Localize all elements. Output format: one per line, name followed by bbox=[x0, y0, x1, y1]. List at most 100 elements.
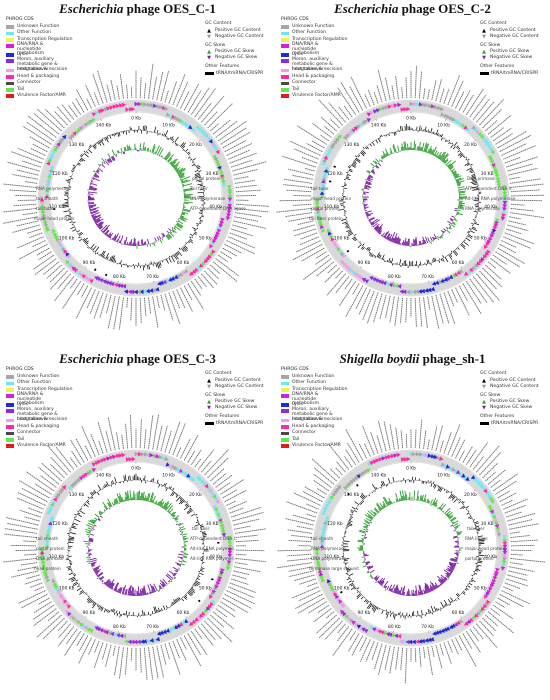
gene-label-mark bbox=[26, 228, 42, 234]
gc-content-bar bbox=[110, 484, 112, 487]
gc-content-bar bbox=[356, 589, 358, 592]
gc-skew-bar bbox=[141, 238, 144, 246]
gc-skew-bar bbox=[450, 168, 456, 172]
cds-arrow bbox=[218, 573, 224, 578]
gc-content-bar bbox=[198, 180, 202, 183]
gene-label-mark bbox=[71, 450, 82, 465]
cds-arrow bbox=[215, 149, 220, 155]
gc-skew-bar bbox=[98, 224, 103, 229]
gc-content-bar bbox=[437, 608, 439, 611]
kb-tick-label: 70 Kb bbox=[146, 274, 159, 280]
gc-skew-bar bbox=[90, 180, 94, 183]
gene-label-mark bbox=[33, 113, 60, 135]
gc-content-bar bbox=[164, 130, 169, 137]
gene-label-mark bbox=[476, 623, 498, 649]
gc-content-bar bbox=[350, 584, 354, 587]
gc-content-bar bbox=[87, 500, 90, 503]
cds-arrow bbox=[76, 127, 82, 133]
feature-legend: GC Content ▲ Positive GC Content ▼ Negative … bbox=[480, 371, 539, 427]
gc-skew-bar bbox=[452, 221, 456, 225]
gc-content-bar bbox=[171, 601, 174, 605]
gc-content-bar bbox=[193, 582, 199, 587]
gc-content-bar bbox=[105, 253, 109, 260]
cds-arrow bbox=[65, 252, 70, 257]
gc-skew-bar bbox=[370, 521, 373, 524]
gc-skew-bar bbox=[363, 203, 368, 206]
gc-skew-bar bbox=[123, 147, 126, 152]
gc-content-bar bbox=[393, 614, 396, 620]
legend-label: Connector bbox=[292, 430, 316, 436]
cds-arrow bbox=[326, 499, 331, 505]
gene-name-labels: ATP-dependent DNA li...Alt-like RNA poly… bbox=[309, 176, 516, 221]
gc-skew-bar bbox=[449, 564, 456, 568]
legend-item: ▼ Negative GC Content bbox=[205, 384, 264, 390]
cds-arrow bbox=[83, 276, 89, 281]
gc-content-bar bbox=[420, 261, 422, 266]
legend-item-virulence: Virulence Factor/AMR bbox=[6, 93, 73, 99]
cds-arrow bbox=[440, 628, 446, 633]
gc-skew-bar bbox=[144, 241, 147, 246]
gc-skew-bar bbox=[143, 241, 146, 246]
gc-skew-bar bbox=[391, 237, 395, 243]
gene-label-mark bbox=[435, 294, 444, 324]
cds-arrow bbox=[397, 634, 402, 639]
gc-content-bar bbox=[476, 564, 482, 567]
gc-skew-bar bbox=[365, 530, 369, 533]
triangle-up-icon: ▲ bbox=[482, 49, 486, 55]
gc-content-bar bbox=[72, 169, 75, 171]
cds-arrow bbox=[67, 262, 72, 267]
gc-content-bar bbox=[465, 508, 468, 511]
legend-item: ▼ Negative GC Content bbox=[480, 384, 539, 390]
gene-label-mark bbox=[34, 586, 44, 592]
gc-skew-bar bbox=[105, 230, 110, 236]
gc-content-bar bbox=[195, 521, 199, 524]
gc-content-bar bbox=[474, 522, 479, 525]
gc-content-bar bbox=[362, 146, 365, 149]
gc-content-bar bbox=[472, 179, 477, 182]
gene-label-mark bbox=[306, 513, 317, 518]
gc-skew-bar bbox=[424, 498, 427, 503]
gc-skew-bar bbox=[365, 180, 371, 184]
gene-label-mark bbox=[210, 123, 219, 132]
cds-arrow bbox=[227, 188, 232, 194]
gc-content-bar bbox=[86, 242, 89, 245]
gc-content-bar bbox=[465, 587, 469, 591]
cds-arrow bbox=[335, 244, 340, 250]
gene-name-label: Alt-like RNA polymer... bbox=[190, 556, 237, 561]
gc-skew-bar bbox=[379, 502, 384, 509]
gc-content-bar bbox=[367, 247, 371, 251]
gc-content-bar bbox=[86, 151, 89, 154]
gene-label-mark bbox=[447, 74, 461, 106]
cds-arrow bbox=[203, 258, 209, 264]
gc-skew-bar bbox=[94, 569, 98, 573]
gc-content-bar bbox=[113, 612, 116, 615]
cds-arrow bbox=[162, 629, 167, 634]
gc-skew-bar bbox=[453, 529, 456, 532]
gc-skew-bar bbox=[445, 575, 449, 579]
gene-label-mark bbox=[293, 224, 315, 232]
gc-skew-bar bbox=[365, 213, 369, 216]
kb-tick-mark bbox=[185, 616, 188, 619]
gc-skew-bar bbox=[419, 585, 423, 595]
legend-item: ▲ Positive GC Content bbox=[480, 378, 539, 384]
legend-label: DNA/RNA & nucleotide metabolism bbox=[292, 42, 320, 57]
gene-label-mark bbox=[465, 449, 477, 465]
gc-skew-bar bbox=[424, 239, 427, 244]
cds-arrow bbox=[213, 507, 218, 512]
gc-content-bar bbox=[461, 243, 466, 248]
cds-arrow bbox=[210, 141, 215, 147]
cds-arrow bbox=[418, 452, 424, 457]
legend-item-head: Head & packaging bbox=[6, 424, 73, 430]
gene-label-mark bbox=[451, 639, 459, 655]
gc-content-bar bbox=[377, 138, 381, 143]
cds-arrow bbox=[402, 289, 407, 295]
gc-content-bar bbox=[120, 260, 122, 265]
gc-content-bar bbox=[354, 238, 358, 242]
cds-arrow bbox=[61, 134, 67, 140]
legend-header: GC Skew bbox=[205, 42, 226, 48]
gene-label-mark bbox=[26, 574, 40, 580]
legend-swatch bbox=[205, 421, 214, 426]
gc-skew-bar bbox=[113, 582, 119, 591]
gene-label-mark bbox=[130, 647, 133, 662]
